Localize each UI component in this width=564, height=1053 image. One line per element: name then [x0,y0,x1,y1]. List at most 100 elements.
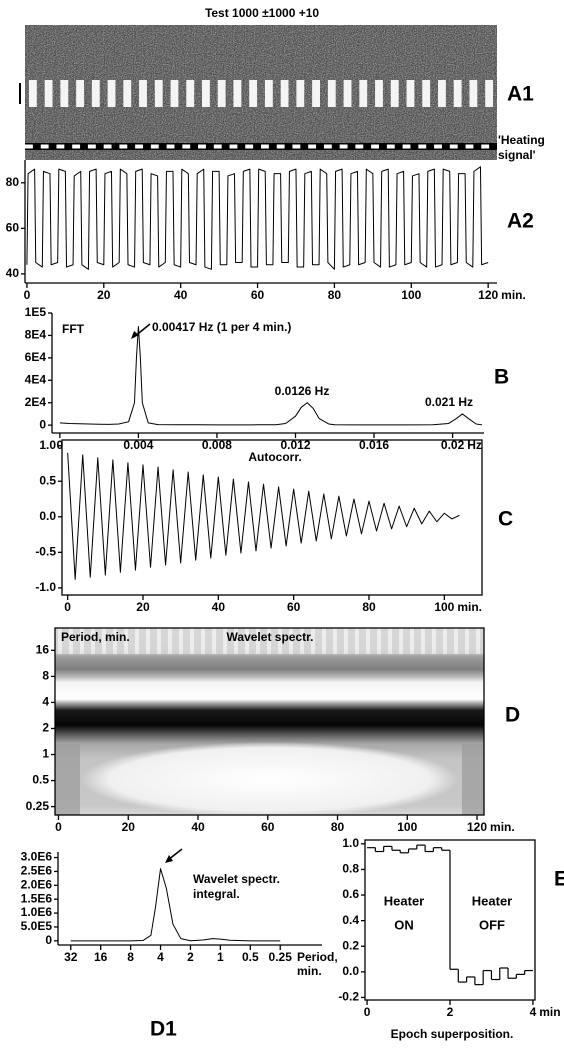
y-tick-label: 1 [42,747,49,761]
raster-bar [485,80,494,107]
raster-bar [60,80,69,107]
y-tick-label: 0.0 [39,509,56,523]
x-tick-label: 120 [467,820,487,834]
x-unit: min. [490,820,515,834]
panel-label: B [494,366,509,389]
x-tick-label: 0.008 [202,438,232,452]
x-tick-label: 0 [24,288,31,302]
x-tick-label: 60 [251,288,265,302]
annotation: 0.0126 Hz [275,384,330,398]
y-tick-label: 2 [42,721,49,735]
x-tick-label: 40 [191,820,205,834]
y-tick-label: 6E4 [25,350,47,364]
x-tick-label: 20 [136,600,150,614]
x-tick-label: 40 [174,288,188,302]
raster-bar [280,80,289,107]
raster-bar [233,80,242,107]
annotation: Heater [472,893,512,908]
y-tick-label: 40 [6,266,20,280]
panel-label: A1 [507,83,534,106]
raster-bar [453,80,462,107]
raster-bar [264,80,273,107]
y-tick-label: 2E4 [25,395,47,409]
x-tick-label: 2 [187,950,194,964]
y-tick-label: 4 [42,695,49,709]
raster-bar [123,80,132,107]
raster-bar [202,80,210,107]
wavelet-blob [80,742,459,817]
raster-bar [91,80,100,107]
heating-annotation: signal' [498,148,536,162]
annotation: 0.021 Hz [425,395,473,409]
x-tick-label: 100 [401,288,421,302]
x-axis-title: min. [297,964,322,978]
panel-subtitle: FFT [62,322,85,336]
y-tick-label: 1.0 [342,836,359,850]
y-axis-title: Period, min. [61,630,130,644]
y-tick-label: 0.8 [342,862,359,876]
x-tick-label: 0.016 [359,438,389,452]
x-tick-label: 4 [157,950,164,964]
annotation: OFF [479,917,505,932]
x-tick-label: 0.5 [242,950,259,964]
x-tick-label: 120 [478,288,498,302]
x-tick-label: 100 [434,600,454,614]
x-tick-label: 4 [530,1005,537,1019]
raster-bar [139,80,147,107]
annotation: Heater [384,893,424,908]
y-tick-label: 60 [6,221,20,235]
y-tick-label: 0.4 [342,913,359,927]
raster-bar [249,80,258,107]
x-axis-title: Period, [297,950,338,964]
raster-bar [327,80,336,107]
x-tick-label: 0 [64,600,71,614]
x-tick-label: 40 [212,600,226,614]
wavelet-stripes [55,628,484,655]
y-tick-label: 0.6 [342,887,359,901]
raster-bar [76,80,84,107]
wavelet-edge-right [462,743,484,815]
x-tick-label: 0.02 [441,438,465,452]
x-tick-label: 60 [287,600,301,614]
y-tick-label: 3.0E6 [21,850,53,864]
x-unit: min. [457,600,482,614]
panel-label: A2 [507,210,534,233]
y-tick-label: 1.5E6 [21,891,53,905]
x-tick-label: 32 [64,950,78,964]
x-tick-label: 2 [447,1005,454,1019]
annotation: 0.00417 Hz (1 per 4 min.) [152,320,291,334]
raster-bar [390,80,399,107]
y-tick-label: 8 [42,669,49,683]
y-tick-label: 2.5E6 [21,864,53,878]
panel-subtitle: Wavelet spectr. [227,630,314,644]
y-tick-label: 2.0E6 [21,877,53,891]
y-tick-label: 0.25 [26,799,50,813]
plot-frame [54,627,485,816]
heating-annotation: 'Heating [498,133,545,147]
raster-bar [107,80,116,107]
annotation: ON [394,917,414,932]
x-tick-label: 20 [97,288,111,302]
y-tick-label: 1.0E6 [21,905,53,919]
data-line [67,452,460,580]
y-tick-label: 8E4 [25,328,47,342]
panel-label: D1 [150,1018,177,1041]
annotation: Wavelet spectr. [193,872,280,886]
raster-noise [25,25,497,160]
y-tick-label: 1E5 [25,305,47,319]
x-tick-label: 100 [397,820,417,834]
plot-frame [61,439,483,596]
raster-bar [422,80,431,107]
raster-bar [312,80,320,107]
raster-bar [44,80,53,107]
annotation: integral. [193,887,240,901]
x-tick-label: 8 [127,950,134,964]
x-tick-label: 0.25 [269,950,293,964]
raster-bar [406,80,415,107]
data-line [26,166,489,270]
raster-bar [28,80,37,107]
raster-bar [217,80,226,107]
x-tick-label: 80 [328,288,342,302]
